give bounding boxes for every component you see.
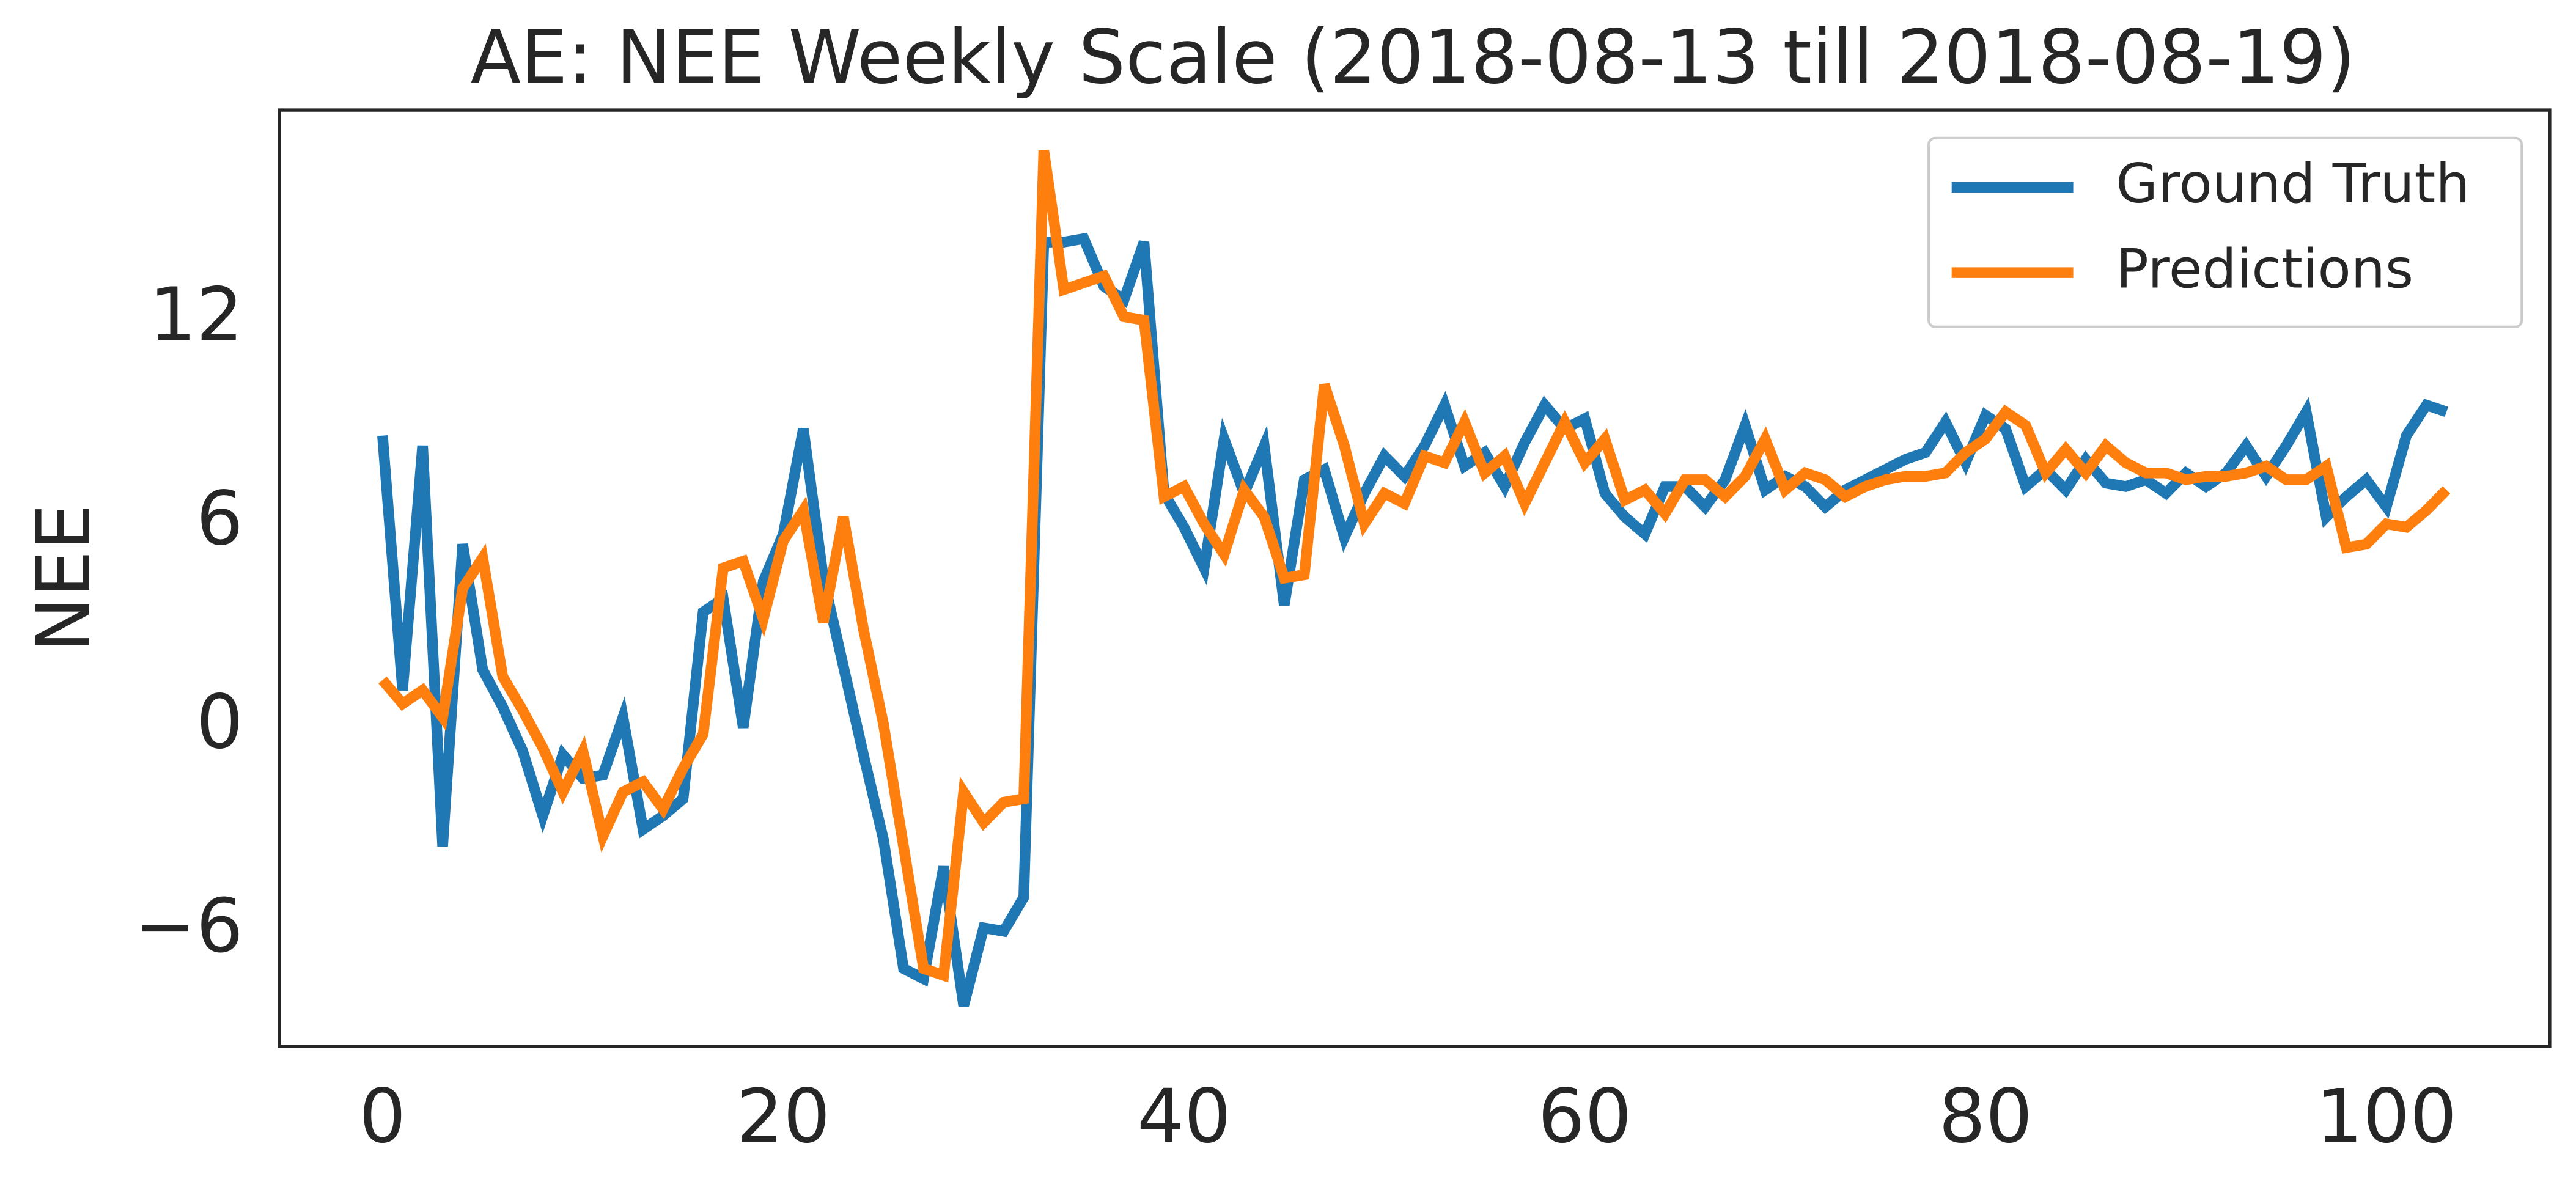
x-tick-label: 100 xyxy=(2316,1074,2457,1160)
legend-label: Predictions xyxy=(2116,238,2413,301)
data-line xyxy=(377,232,2448,1007)
x-tick-label: 60 xyxy=(1538,1074,1632,1160)
data-line xyxy=(378,149,2451,983)
y-tick-label: 6 xyxy=(196,476,243,562)
x-tick-label: 80 xyxy=(1938,1074,2033,1160)
chart-title: AE: NEE Weekly Scale (2018-08-13 till 20… xyxy=(470,14,2355,100)
y-tick-label: 12 xyxy=(149,272,243,358)
y-tick-label: 0 xyxy=(196,680,243,766)
y-axis-label: NEE xyxy=(21,504,107,652)
legend-label: Ground Truth xyxy=(2116,152,2470,215)
x-tick-label: 40 xyxy=(1137,1074,1231,1160)
legend-box xyxy=(1927,136,2523,328)
plot-frame xyxy=(278,108,2552,1048)
x-tick-label: 20 xyxy=(736,1074,830,1160)
x-tick-label: 0 xyxy=(359,1074,406,1160)
y-tick-label: −6 xyxy=(134,883,243,969)
